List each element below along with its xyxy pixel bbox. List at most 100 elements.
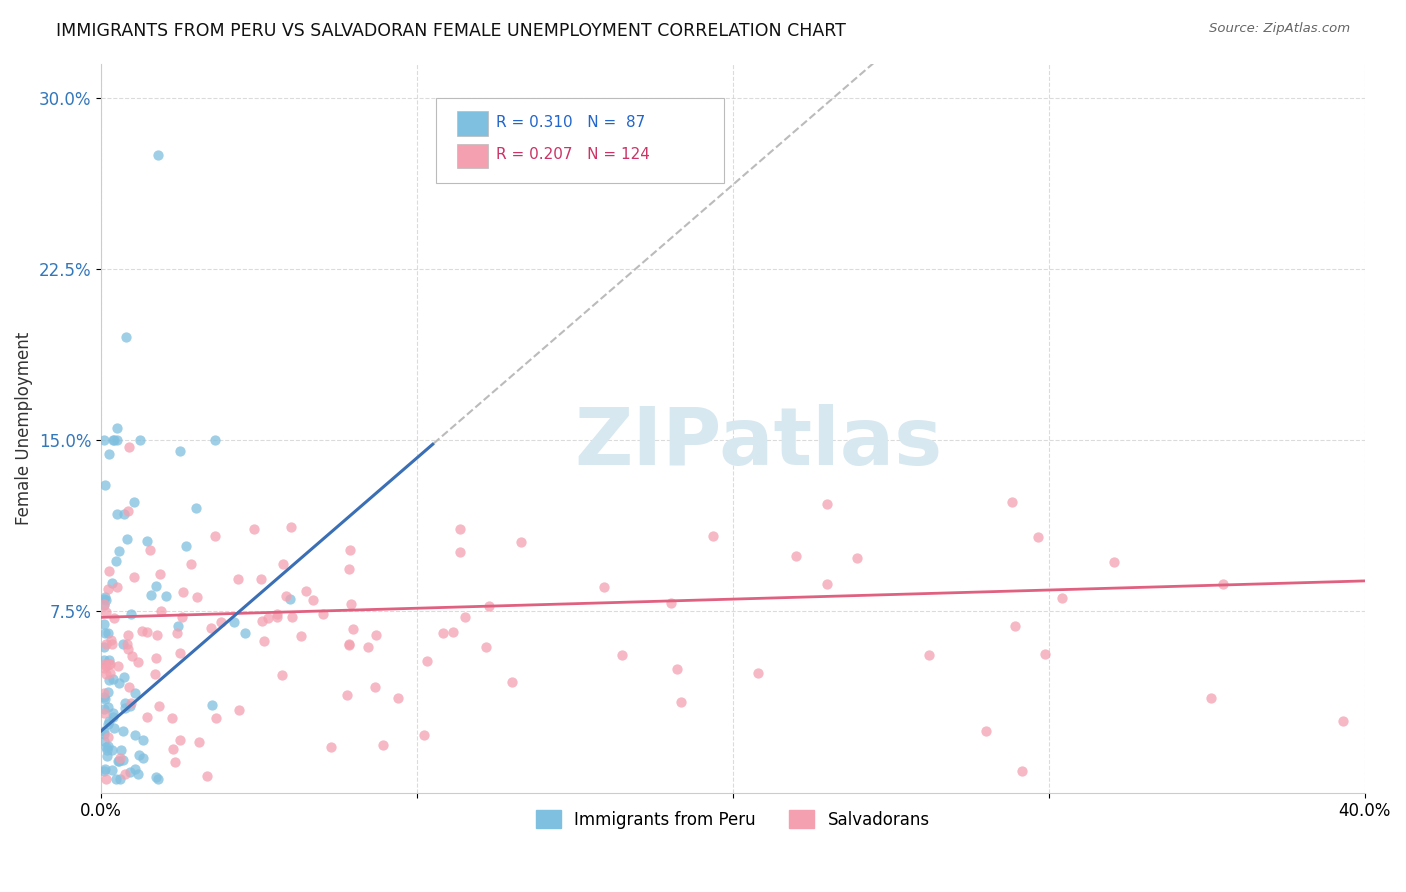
Point bbox=[110, 743, 132, 757]
Point bbox=[98, 564, 121, 578]
Point bbox=[131, 624, 153, 638]
Point bbox=[165, 755, 187, 769]
Point bbox=[97, 700, 120, 714]
Point bbox=[162, 742, 184, 756]
Point bbox=[94, 593, 117, 607]
Point bbox=[120, 607, 142, 621]
Point bbox=[785, 549, 807, 563]
Point bbox=[97, 714, 120, 728]
Point bbox=[1026, 530, 1049, 544]
Text: R = 0.207   N = 124: R = 0.207 N = 124 bbox=[496, 147, 650, 161]
Point bbox=[1104, 555, 1126, 569]
Point bbox=[449, 522, 471, 536]
Point bbox=[101, 673, 124, 687]
Point bbox=[107, 580, 129, 594]
Point bbox=[364, 680, 387, 694]
Point bbox=[107, 754, 129, 768]
Point bbox=[93, 706, 115, 720]
Point bbox=[340, 597, 363, 611]
Point bbox=[117, 503, 139, 517]
Point bbox=[93, 724, 115, 739]
Point bbox=[148, 567, 170, 582]
Point bbox=[105, 772, 128, 786]
Point bbox=[93, 764, 115, 779]
Point bbox=[93, 734, 115, 748]
Point bbox=[118, 699, 141, 714]
Point bbox=[665, 663, 688, 677]
Point bbox=[148, 772, 170, 786]
Point bbox=[186, 590, 208, 604]
Point bbox=[103, 433, 125, 447]
Point bbox=[846, 550, 869, 565]
Point bbox=[94, 772, 117, 786]
Point bbox=[93, 591, 115, 606]
Point bbox=[93, 640, 115, 655]
Point bbox=[98, 447, 121, 461]
Point bbox=[337, 639, 360, 653]
Point bbox=[205, 711, 228, 725]
Point bbox=[112, 637, 135, 651]
Point bbox=[195, 769, 218, 783]
Point bbox=[94, 659, 117, 673]
Point bbox=[98, 673, 121, 687]
Point bbox=[145, 627, 167, 641]
Point bbox=[93, 661, 115, 675]
Point bbox=[108, 675, 131, 690]
Point bbox=[117, 628, 139, 642]
Point bbox=[114, 700, 136, 714]
Point bbox=[339, 543, 361, 558]
Point bbox=[201, 698, 224, 712]
Point bbox=[166, 618, 188, 632]
Point bbox=[98, 666, 121, 681]
Point bbox=[280, 520, 302, 534]
Point bbox=[266, 607, 288, 621]
Point bbox=[669, 695, 692, 709]
Point bbox=[111, 753, 134, 767]
Point bbox=[94, 605, 117, 619]
Point bbox=[302, 592, 325, 607]
Point bbox=[169, 444, 191, 458]
Point bbox=[103, 721, 125, 735]
Point bbox=[93, 598, 115, 612]
Point bbox=[128, 747, 150, 762]
Point bbox=[256, 611, 278, 625]
Point bbox=[176, 539, 198, 553]
Point bbox=[93, 597, 115, 611]
Point bbox=[166, 626, 188, 640]
Point bbox=[118, 680, 141, 694]
Point bbox=[136, 534, 159, 549]
Point bbox=[127, 656, 149, 670]
Point bbox=[122, 494, 145, 508]
Point bbox=[280, 610, 302, 624]
Point bbox=[222, 615, 245, 629]
Point bbox=[118, 440, 141, 454]
Point bbox=[100, 764, 122, 778]
Point bbox=[145, 650, 167, 665]
Point bbox=[659, 596, 682, 610]
Point bbox=[135, 709, 157, 723]
Point bbox=[226, 572, 249, 586]
Point bbox=[94, 740, 117, 755]
Text: Source: ZipAtlas.com: Source: ZipAtlas.com bbox=[1209, 22, 1350, 36]
Point bbox=[449, 545, 471, 559]
Point bbox=[94, 667, 117, 681]
Point bbox=[107, 754, 129, 768]
Point bbox=[271, 668, 294, 682]
Point bbox=[93, 686, 115, 700]
Point bbox=[117, 532, 139, 546]
Point bbox=[115, 330, 138, 344]
Point bbox=[243, 522, 266, 536]
Point bbox=[188, 735, 211, 749]
Point bbox=[280, 592, 302, 607]
Point bbox=[747, 666, 769, 681]
Point bbox=[97, 582, 120, 596]
Point bbox=[412, 728, 434, 742]
Point bbox=[918, 648, 941, 662]
Point bbox=[122, 570, 145, 584]
Point bbox=[93, 653, 115, 667]
Point bbox=[94, 477, 117, 491]
Point bbox=[94, 637, 117, 651]
Point bbox=[124, 762, 146, 776]
Point bbox=[475, 640, 498, 655]
Point bbox=[132, 733, 155, 747]
